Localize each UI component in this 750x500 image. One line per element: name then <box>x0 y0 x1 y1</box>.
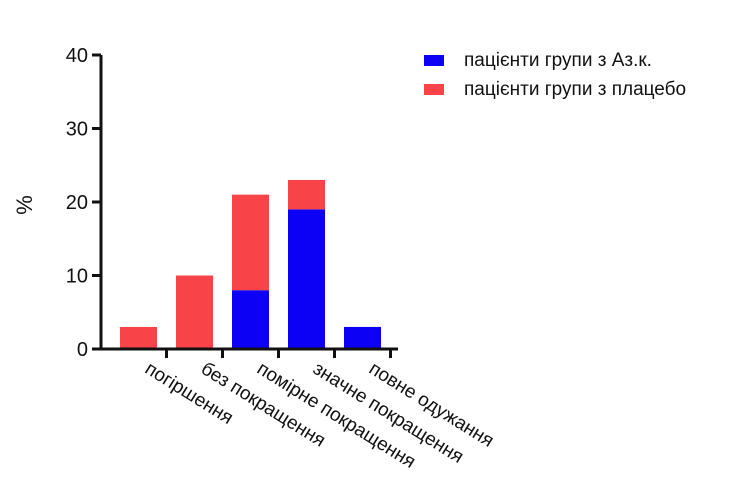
y-tick-label: 10 <box>66 266 88 288</box>
legend-swatch <box>424 84 444 95</box>
legend: пацієнти групи з Аз.к. пацієнти групи з п… <box>424 50 686 100</box>
bar-segment-treatment <box>232 290 269 349</box>
y-ticks-group: 0 10 20 30 40 <box>66 45 101 361</box>
bar-segment-treatment <box>288 209 325 349</box>
bar-segment-placebo <box>288 179 325 210</box>
bar-segment-placebo <box>232 194 269 291</box>
legend-label: пацієнти групи з Аз.к. <box>464 50 652 71</box>
y-tick-label: 40 <box>66 45 88 67</box>
bar-segment-placebo <box>120 326 157 349</box>
y-axis-label: % <box>12 195 37 215</box>
y-tick-label: 30 <box>66 119 88 141</box>
legend-swatch <box>424 55 444 66</box>
y-tick-label: 0 <box>77 339 88 361</box>
bar-segment-placebo <box>176 275 213 349</box>
y-tick-label: 20 <box>66 192 88 214</box>
legend-label: пацієнти групи з плацебо <box>464 79 686 100</box>
bars-group <box>120 179 381 349</box>
bar-segment-treatment <box>344 326 381 349</box>
